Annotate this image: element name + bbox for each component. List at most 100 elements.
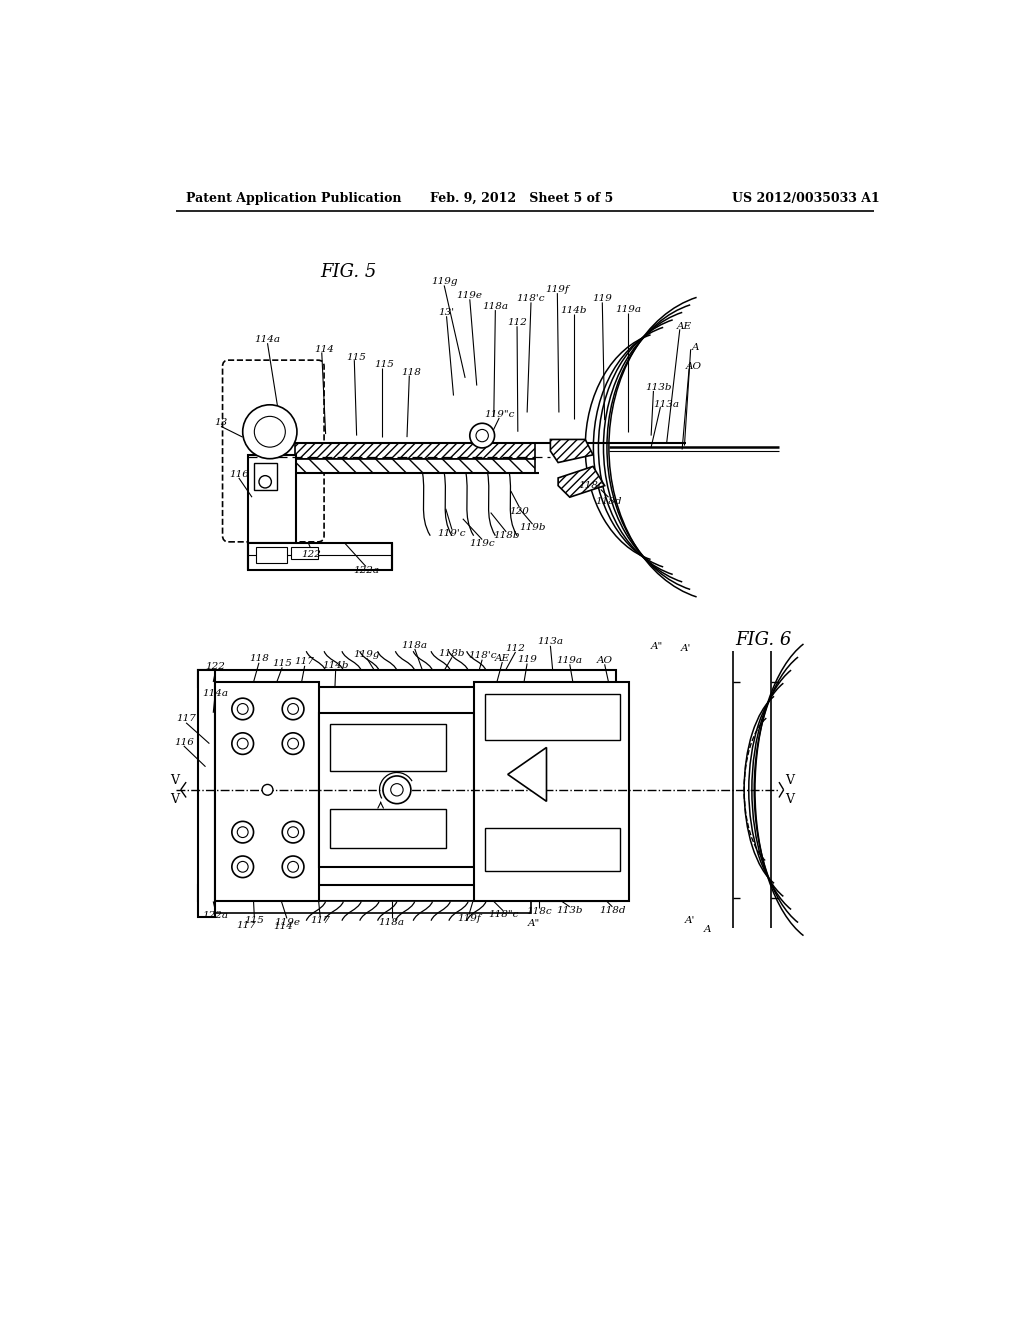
Text: 119c: 119c bbox=[469, 539, 495, 548]
Text: AE: AE bbox=[677, 322, 692, 331]
Circle shape bbox=[283, 698, 304, 719]
Text: 119g: 119g bbox=[353, 649, 380, 659]
Circle shape bbox=[283, 821, 304, 843]
Text: 115: 115 bbox=[374, 360, 393, 370]
Text: 116: 116 bbox=[229, 470, 249, 479]
Circle shape bbox=[283, 733, 304, 755]
Bar bbox=[484, 693, 621, 739]
Text: 122: 122 bbox=[302, 550, 322, 560]
Circle shape bbox=[231, 857, 254, 878]
Text: AO: AO bbox=[597, 656, 612, 665]
Bar bbox=[319, 713, 474, 867]
Bar bbox=[291, 548, 317, 558]
Text: 119"c: 119"c bbox=[484, 409, 514, 418]
Bar bbox=[295, 444, 535, 459]
Text: 119a: 119a bbox=[614, 305, 641, 314]
Bar bbox=[198, 902, 531, 913]
Text: 117: 117 bbox=[236, 921, 256, 929]
Text: 122a: 122a bbox=[353, 566, 379, 574]
Text: 114a: 114a bbox=[202, 689, 227, 698]
Text: FIG. 5: FIG. 5 bbox=[321, 264, 377, 281]
Text: V: V bbox=[170, 793, 179, 807]
Circle shape bbox=[238, 704, 248, 714]
Text: A": A" bbox=[528, 919, 541, 928]
Circle shape bbox=[288, 826, 299, 838]
Text: FIG. 6: FIG. 6 bbox=[735, 631, 792, 648]
Text: 115: 115 bbox=[347, 352, 367, 362]
Text: AE: AE bbox=[495, 653, 510, 663]
Circle shape bbox=[391, 784, 403, 796]
Text: 118c: 118c bbox=[526, 907, 552, 916]
Bar bbox=[248, 455, 296, 544]
Text: V: V bbox=[785, 774, 795, 787]
Text: 119: 119 bbox=[592, 294, 612, 304]
Text: 118d: 118d bbox=[599, 907, 626, 915]
Text: 115: 115 bbox=[245, 916, 264, 925]
Circle shape bbox=[231, 821, 254, 843]
Text: 113b: 113b bbox=[645, 383, 672, 392]
Text: 118'c: 118'c bbox=[468, 651, 497, 660]
Text: A: A bbox=[703, 925, 712, 935]
Text: A': A' bbox=[681, 644, 691, 652]
Text: 119f: 119f bbox=[546, 285, 569, 294]
Bar bbox=[254, 462, 276, 490]
Text: US 2012/0035033 A1: US 2012/0035033 A1 bbox=[732, 191, 881, 205]
Circle shape bbox=[254, 416, 286, 447]
Text: 113b: 113b bbox=[556, 907, 583, 915]
Bar bbox=[248, 544, 391, 570]
Circle shape bbox=[262, 784, 273, 795]
Text: 118a: 118a bbox=[379, 917, 404, 927]
Circle shape bbox=[238, 738, 248, 748]
Text: 113a: 113a bbox=[538, 638, 563, 647]
Text: 117: 117 bbox=[295, 657, 314, 667]
Bar bbox=[198, 671, 215, 917]
Bar bbox=[484, 829, 621, 871]
Text: 13: 13 bbox=[214, 418, 227, 426]
Text: 112: 112 bbox=[506, 644, 525, 652]
Circle shape bbox=[470, 424, 495, 447]
Text: 113a: 113a bbox=[653, 400, 680, 409]
Text: 118a: 118a bbox=[482, 302, 508, 310]
Text: 114b: 114b bbox=[560, 306, 587, 314]
Text: 118"c: 118"c bbox=[487, 909, 518, 919]
Text: AO: AO bbox=[686, 362, 701, 371]
Text: A: A bbox=[691, 343, 699, 351]
Text: 118: 118 bbox=[249, 655, 269, 664]
Circle shape bbox=[288, 738, 299, 748]
Text: 118b: 118b bbox=[493, 531, 519, 540]
Text: V: V bbox=[170, 774, 179, 787]
Circle shape bbox=[243, 405, 297, 459]
Text: A': A' bbox=[685, 916, 695, 925]
Bar bbox=[474, 682, 630, 902]
Bar bbox=[256, 548, 287, 562]
Text: 114: 114 bbox=[314, 345, 334, 354]
Text: 118: 118 bbox=[401, 368, 421, 378]
Text: 119e: 119e bbox=[457, 290, 482, 300]
Text: 119a: 119a bbox=[557, 656, 583, 665]
Text: Feb. 9, 2012   Sheet 5 of 5: Feb. 9, 2012 Sheet 5 of 5 bbox=[430, 191, 613, 205]
Text: 118b: 118b bbox=[438, 649, 465, 657]
Circle shape bbox=[238, 862, 248, 873]
Text: 119f: 119f bbox=[457, 913, 481, 923]
Text: 117: 117 bbox=[310, 916, 330, 925]
Text: 115: 115 bbox=[272, 659, 292, 668]
FancyBboxPatch shape bbox=[222, 360, 324, 543]
Bar bbox=[198, 671, 616, 688]
Text: 118'c: 118'c bbox=[517, 294, 545, 304]
Text: 118c: 118c bbox=[578, 482, 603, 490]
Text: V: V bbox=[785, 793, 795, 807]
Text: 114b: 114b bbox=[323, 660, 349, 669]
Text: 119'c: 119'c bbox=[437, 529, 466, 537]
Text: 114: 114 bbox=[273, 923, 293, 932]
Text: Patent Application Publication: Patent Application Publication bbox=[186, 191, 401, 205]
Text: 13': 13' bbox=[438, 308, 455, 317]
Text: 116: 116 bbox=[174, 738, 194, 747]
Circle shape bbox=[283, 857, 304, 878]
Circle shape bbox=[288, 704, 299, 714]
Bar bbox=[295, 459, 535, 473]
Polygon shape bbox=[508, 747, 547, 801]
Bar bbox=[215, 682, 319, 902]
Circle shape bbox=[238, 826, 248, 838]
Text: 119: 119 bbox=[517, 655, 537, 664]
Bar bbox=[198, 884, 616, 902]
